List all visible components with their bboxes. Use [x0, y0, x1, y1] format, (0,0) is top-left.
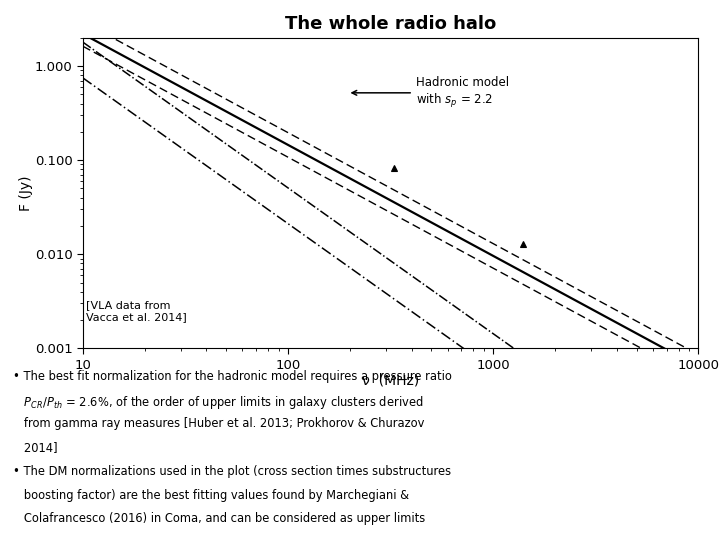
Text: DM 43 GeV: DM 43 GeV: [0, 539, 1, 540]
Text: from gamma ray measures [Huber et al. 2013; Prokhorov & Churazov: from gamma ray measures [Huber et al. 20…: [13, 417, 424, 430]
Text: • The DM normalizations used in the plot (cross section times substructures: • The DM normalizations used in the plot…: [13, 465, 451, 478]
Text: DM 9 GeV: DM 9 GeV: [0, 539, 1, 540]
Title: The whole radio halo: The whole radio halo: [285, 16, 496, 33]
Text: 2014]: 2014]: [13, 441, 58, 454]
Text: • The best fit normalization for the hadronic model requires a pressure ratio: • The best fit normalization for the had…: [13, 370, 452, 383]
X-axis label: ν  (MHz): ν (MHz): [362, 373, 419, 387]
Text: Hadronic model
with $s_p$ = 2.2: Hadronic model with $s_p$ = 2.2: [352, 76, 509, 110]
Y-axis label: F (Jy): F (Jy): [19, 176, 33, 211]
Text: boosting factor) are the best fitting values found by Marchegiani &: boosting factor) are the best fitting va…: [13, 489, 409, 502]
Text: Colafrancesco (2016) in Coma, and can be considered as upper limits: Colafrancesco (2016) in Coma, and can be…: [13, 512, 426, 525]
Text: $P_{CR}/P_{th}$ = 2.6%, of the order of upper limits in galaxy clusters derived: $P_{CR}/P_{th}$ = 2.6%, of the order of …: [13, 394, 423, 410]
Text: [VLA data from
Vacca et al. 2014]: [VLA data from Vacca et al. 2014]: [86, 300, 186, 322]
